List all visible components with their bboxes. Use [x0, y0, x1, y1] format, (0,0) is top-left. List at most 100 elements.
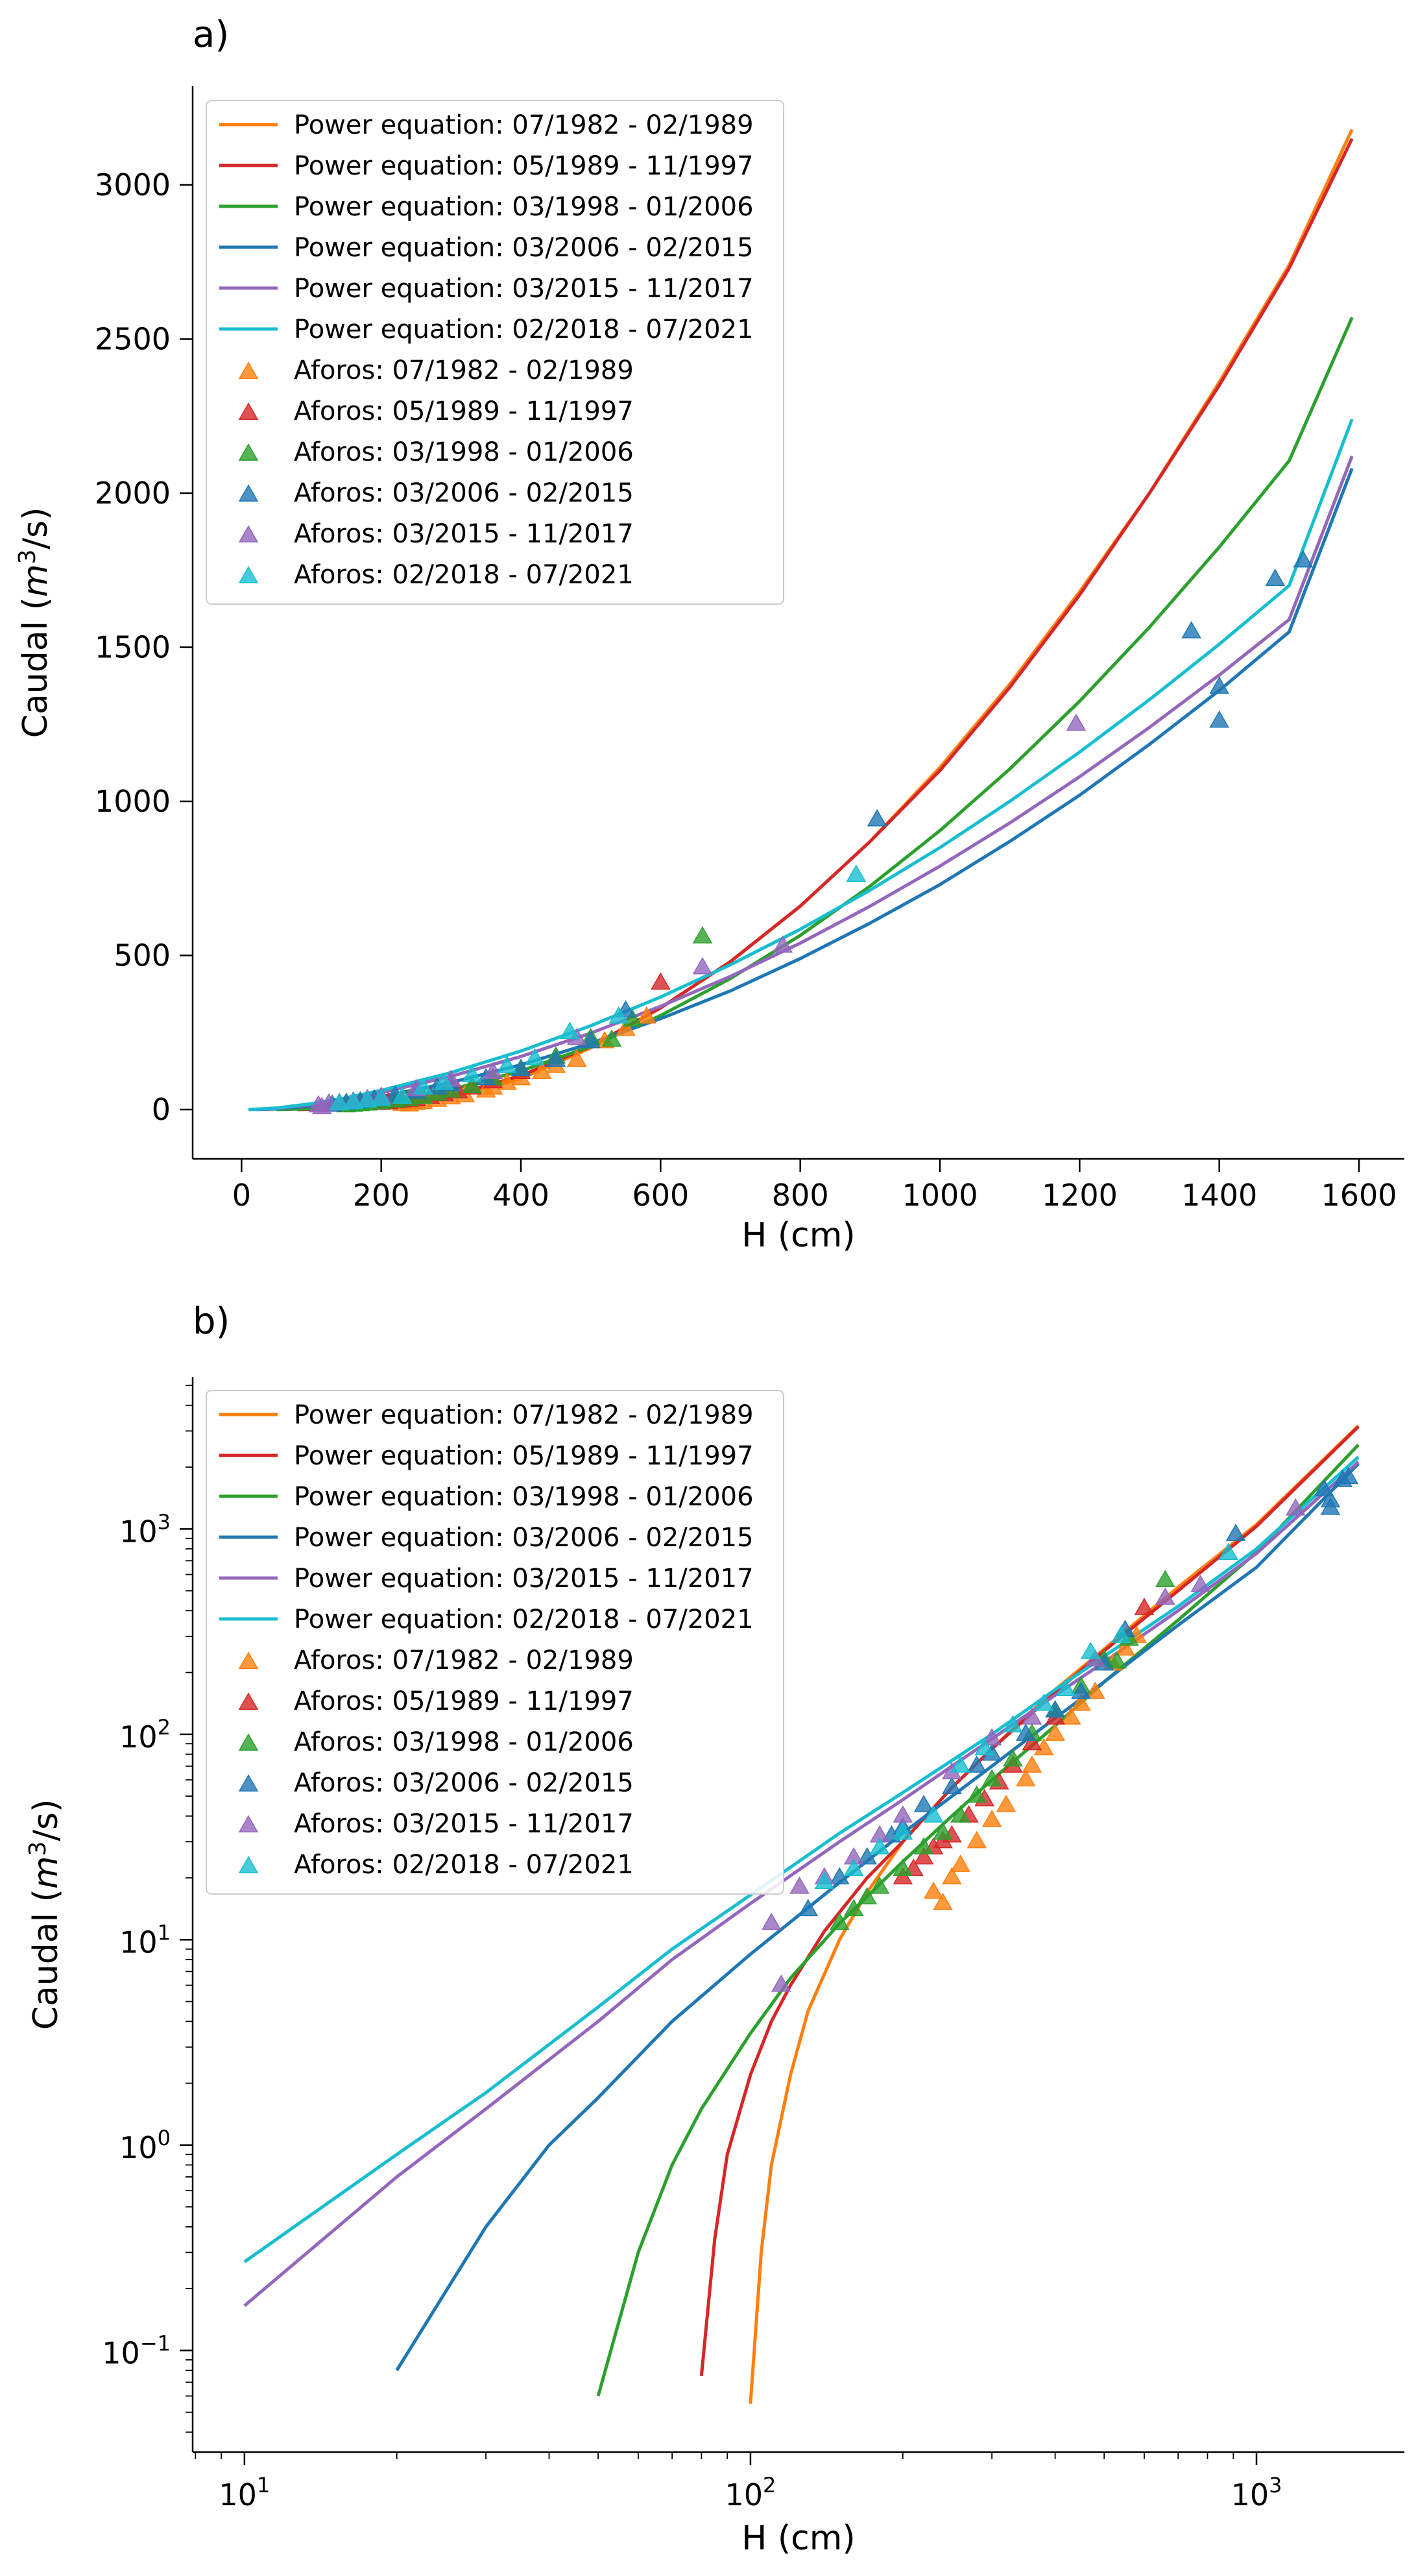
- x-axis-label: H (cm): [741, 2519, 855, 2558]
- chart-panel-a: a) 0 200 400 600 800 1000 1200 1400 1600 0 500 1000 1…: [14, 14, 1404, 1255]
- data-point-4: [1320, 1497, 1341, 1515]
- data-point-4: [1293, 550, 1314, 568]
- data-point-4: [1265, 568, 1286, 587]
- chart-panel-b: b) 101 102 103 10−1 100 101 102 103 H (cm) Caudal …: [25, 1300, 1404, 2558]
- data-point-5: [1286, 1498, 1306, 1516]
- data-point-6: [923, 1805, 944, 1823]
- data-point-1: [1022, 1755, 1042, 1773]
- data-point-6: [1003, 1715, 1023, 1732]
- legend-label: Aforos: 03/2015 - 11/2017: [294, 519, 634, 549]
- x-tick-label: 1000: [902, 1178, 978, 1213]
- data-point-4: [511, 1058, 531, 1076]
- data-point-3: [950, 1805, 970, 1823]
- data-point-3: [830, 1912, 850, 1930]
- data-point-6: [343, 1091, 363, 1110]
- legend-marker-swatch: [238, 525, 259, 543]
- data-point-3: [857, 1887, 878, 1904]
- series-line-2: [699, 1425, 1360, 2377]
- data-point-6: [371, 1088, 391, 1106]
- legend-label: Power equation: 05/1989 - 11/1997: [294, 151, 754, 181]
- y-tick-label: 1500: [95, 630, 171, 665]
- data-point-5: [981, 1728, 1002, 1745]
- legend-label: Aforos: 05/1989 - 11/1997: [294, 1686, 634, 1716]
- legend-marker-swatch: [238, 402, 259, 420]
- data-point-4: [857, 1847, 878, 1865]
- legend-box: [206, 1390, 784, 1895]
- panel-label: a): [193, 14, 229, 56]
- x-tick-label: 103: [1231, 2473, 1282, 2512]
- data-point-4: [581, 1030, 601, 1049]
- legend-marker-swatch: [238, 443, 259, 461]
- data-point-6: [392, 1086, 413, 1104]
- data-point-6: [869, 1837, 890, 1854]
- y-tick-label: 102: [119, 1715, 171, 1755]
- x-tick-label: 102: [725, 2473, 776, 2512]
- data-point-4: [1314, 1479, 1334, 1497]
- data-point-6: [1218, 1542, 1239, 1561]
- data-point-6: [1033, 1693, 1054, 1711]
- plot-area: [248, 128, 1354, 1115]
- data-point-3: [981, 1769, 1002, 1787]
- data-point-4: [546, 1049, 566, 1067]
- data-point-6: [1111, 1625, 1131, 1643]
- data-point-4: [942, 1777, 962, 1795]
- legend-label: Aforos: 07/1982 - 02/1989: [294, 1646, 634, 1675]
- data-point-2: [913, 1847, 934, 1865]
- data-point-3: [893, 1858, 913, 1876]
- legend-marker-swatch: [238, 1733, 259, 1751]
- data-point-6: [814, 1871, 835, 1889]
- data-point-5: [1022, 1707, 1042, 1725]
- data-point-6: [950, 1755, 970, 1773]
- y-tick-label: 103: [119, 1509, 171, 1549]
- y-tick-label: 3000: [95, 167, 171, 202]
- data-point-1: [532, 1062, 552, 1080]
- series-line-1: [749, 1424, 1360, 2404]
- x-tick-label: 1400: [1181, 1178, 1257, 1213]
- data-point-1: [1045, 1723, 1065, 1741]
- data-point-1: [967, 1830, 987, 1849]
- data-point-4: [1338, 1466, 1359, 1485]
- x-tick-label: 0: [232, 1178, 251, 1213]
- legend-label: Aforos: 02/2018 - 07/2021: [294, 560, 634, 590]
- data-point-6: [560, 1021, 580, 1039]
- data-point-1: [923, 1881, 944, 1899]
- legend-marker-swatch: [238, 566, 259, 584]
- data-point-4: [867, 808, 887, 827]
- data-point-3: [1155, 1570, 1175, 1588]
- y-tick-label: 0: [152, 1092, 171, 1127]
- data-point-6: [843, 1858, 864, 1876]
- y-tick-label: 1000: [95, 784, 171, 819]
- data-point-1: [1061, 1707, 1081, 1725]
- legend-label: Aforos: 03/2015 - 11/2017: [294, 1809, 634, 1839]
- y-tick-label: 101: [119, 1920, 171, 1960]
- legend-label: Power equation: 03/2006 - 02/2015: [294, 1523, 754, 1553]
- data-point-1: [1085, 1681, 1105, 1699]
- data-point-3: [933, 1822, 953, 1840]
- y-tick-label: 10−1: [102, 2331, 171, 2370]
- legend-label: Power equation: 05/1989 - 11/1997: [294, 1441, 754, 1471]
- plot-area: [243, 1424, 1360, 2404]
- data-point-1: [981, 1810, 1002, 1827]
- data-point-4: [798, 1899, 819, 1917]
- y-tick-label: 500: [114, 938, 171, 973]
- data-point-2: [651, 972, 671, 990]
- legend-label: Power equation: 07/1982 - 02/1989: [294, 1400, 754, 1430]
- legend-marker-swatch: [238, 1856, 259, 1874]
- data-point-3: [1003, 1749, 1023, 1767]
- data-point-6: [608, 1006, 629, 1024]
- legend-label: Aforos: 07/1982 - 02/1989: [294, 356, 634, 385]
- data-point-1: [942, 1867, 962, 1885]
- legend-label: Power equation: 03/1998 - 01/2006: [294, 1482, 754, 1512]
- data-point-5: [789, 1876, 810, 1894]
- data-point-6: [357, 1090, 378, 1108]
- data-point-3: [601, 1029, 622, 1047]
- legend-marker-swatch: [238, 1651, 259, 1670]
- legend-label: Power equation: 07/1982 - 02/1989: [294, 110, 754, 140]
- legend-label: Aforos: 03/1998 - 01/2006: [294, 437, 634, 467]
- legend-marker-swatch: [238, 484, 259, 502]
- data-point-2: [893, 1867, 913, 1885]
- data-point-6: [525, 1048, 545, 1065]
- data-point-5: [1066, 713, 1087, 731]
- data-point-1: [1115, 1638, 1135, 1656]
